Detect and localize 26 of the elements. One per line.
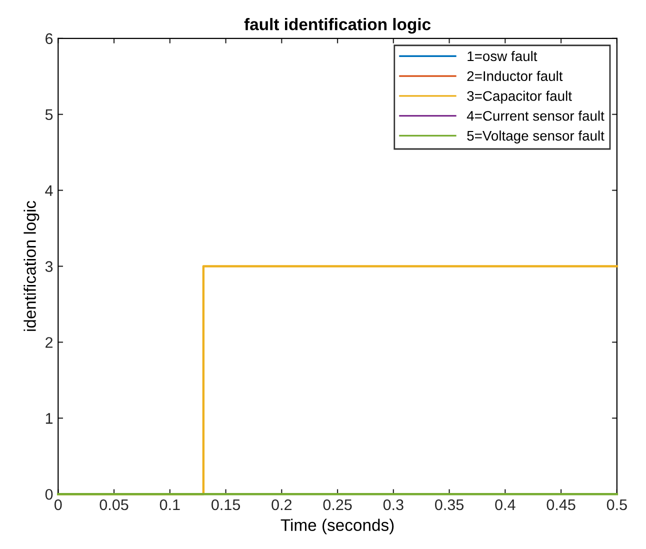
x-tick-label: 0: [54, 499, 62, 510]
y-tick-label: 5: [45, 109, 53, 120]
y-tick-label: 2: [46, 337, 53, 348]
x-tick-label: 0.35: [435, 499, 464, 510]
x-axis-title: Time (seconds): [280, 518, 394, 534]
x-tick-label: 0.45: [546, 499, 576, 510]
x-tick-label: 0.4: [495, 499, 516, 510]
x-tick-label: 0.5: [606, 499, 627, 510]
x-tick-label: 0.2: [272, 499, 292, 510]
y-axis-title: identification logic: [24, 200, 40, 331]
x-tick-label: 0.05: [100, 499, 128, 510]
y-tick-label: 1: [46, 413, 53, 424]
legend-label: 1=osw fault: [468, 50, 538, 62]
y-tick-label: 4: [45, 185, 53, 196]
x-tick-label: 0.1: [160, 499, 180, 510]
chart-title: fault identification logic: [244, 18, 431, 34]
y-tick-label: 0: [45, 488, 53, 500]
legend-label: 2=Inductor fault: [467, 70, 563, 82]
y-tick-label: 6: [46, 33, 53, 44]
x-tick-label: 0.25: [323, 499, 352, 510]
y-tick-label: 3: [45, 261, 53, 272]
legend-label: 5=Voltage sensor fault: [467, 130, 604, 144]
legend-label: 4=Current sensor fault: [466, 110, 604, 121]
x-tick-label: 0.3: [383, 499, 404, 510]
x-tick-label: 0.15: [212, 499, 240, 510]
legend-label: 3=Capacitor fault: [467, 90, 572, 104]
